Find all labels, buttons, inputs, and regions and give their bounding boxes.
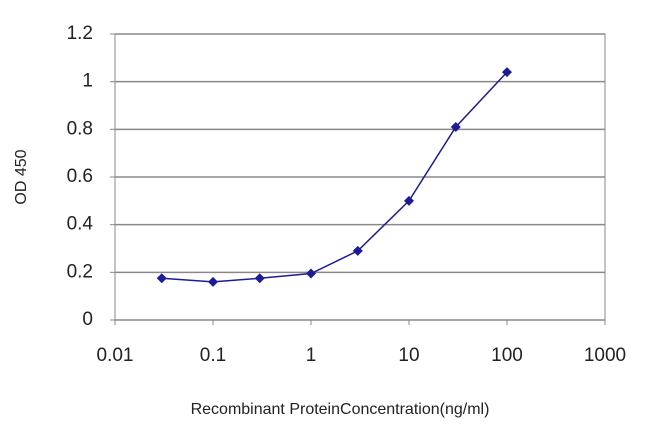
data-point	[404, 195, 414, 206]
x-tick-label: 1	[306, 345, 317, 366]
y-tick-label: 0.4	[67, 214, 94, 235]
data-point	[352, 245, 363, 256]
y-tick-label: 0.2	[67, 261, 93, 282]
series-line	[161, 71, 508, 283]
x-tick-label: 0.1	[200, 345, 226, 366]
y-tick-label: 1.2	[67, 23, 93, 44]
data-point	[254, 273, 265, 284]
data-point	[306, 268, 316, 279]
data-point	[208, 276, 218, 287]
x-tick-label: 10	[398, 345, 419, 366]
data-point	[450, 121, 461, 132]
y-tick-label: 0.8	[67, 118, 93, 139]
x-axis-title: Recombinant ProteinConcentration(ng/ml)	[191, 401, 490, 418]
data-point	[156, 273, 167, 284]
data-point	[502, 67, 512, 78]
y-tick-label: 0	[82, 309, 93, 330]
x-tick-label: 100	[491, 345, 523, 366]
x-tick-label: 0.01	[97, 345, 134, 366]
y-tick-label: 1	[82, 71, 93, 92]
x-tick-label: 1000	[584, 345, 626, 366]
y-tick-label: 0.6	[67, 166, 93, 187]
y-axis-title: OD 450	[13, 149, 30, 204]
